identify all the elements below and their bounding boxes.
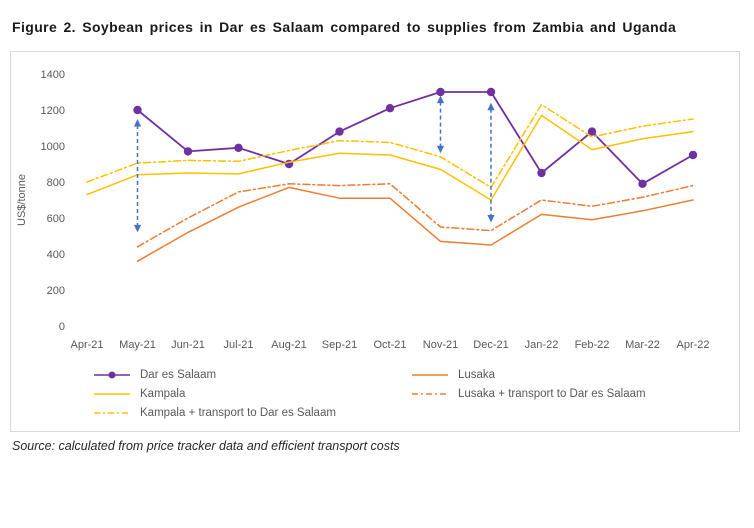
- x-tick-label: Feb-22: [575, 339, 610, 351]
- chart-legend: Dar es Salaam Lusaka Kampala Lusaka + tr…: [11, 365, 739, 429]
- x-tick-label: Apr-21: [70, 339, 103, 351]
- chart-container: US$/tonne 0 200 400 600 800 1000 1200 1400 Apr-21…: [10, 51, 740, 432]
- y-tick-label: 1000: [41, 141, 65, 153]
- legend-label: Kampala + transport to Dar es Salaam: [140, 407, 336, 419]
- legend-swatch-lusaka-transport-icon: [412, 393, 448, 395]
- series-lusaka-transport-to-dar-es-salaam: [136, 183, 694, 248]
- legend-swatch-kampala-icon: [94, 393, 130, 395]
- series-kampala-transport-to-dar-es-salaam: [86, 103, 694, 189]
- legend-label: Kampala: [140, 388, 186, 400]
- x-tick-label: Nov-21: [423, 339, 458, 351]
- y-tick-label: 1400: [41, 69, 65, 81]
- x-tick-label: Sep-21: [322, 339, 357, 351]
- legend-label: Lusaka + transport to Dar es Salaam: [458, 388, 646, 400]
- x-tick-label: Dec-21: [473, 339, 508, 351]
- x-tick-label: Apr-22: [676, 339, 709, 351]
- legend-item-dar-es-salaam: Dar es Salaam: [93, 369, 411, 381]
- plot-area: US$/tonne 0 200 400 600 800 1000 1200 1400 Apr-21…: [16, 69, 710, 351]
- legend-item-lusaka: Lusaka: [411, 369, 739, 381]
- legend-swatch-kampala-transport-icon: [94, 412, 130, 414]
- legend-label: Dar es Salaam: [140, 369, 217, 381]
- x-tick-label: Jan-22: [525, 339, 559, 351]
- series-dar-es-salaam: [133, 87, 698, 188]
- x-tick-label: Jun-21: [171, 339, 205, 351]
- annotation-arrow-nov-21: [436, 95, 445, 154]
- series-lusaka: [136, 186, 694, 262]
- y-tick-label: 0: [59, 321, 65, 333]
- figure-page: Figure 2. Soybean prices in Dar es Salaa…: [10, 19, 740, 453]
- legend-swatch-dar-es-salaam-icon: [94, 371, 130, 379]
- legend-item-kampala: Kampala: [93, 388, 411, 400]
- x-tick-label: May-21: [119, 339, 156, 351]
- legend-swatch-lusaka-icon: [412, 374, 448, 376]
- y-tick-label: 600: [47, 213, 65, 225]
- y-tick-label: 1200: [41, 105, 65, 117]
- legend-item-lusaka-plus-transport: Lusaka + transport to Dar es Salaam: [411, 388, 739, 400]
- x-tick-label: Mar-22: [625, 339, 660, 351]
- annotation-arrow-dec-21: [487, 102, 495, 223]
- x-tick-label: Aug-21: [271, 339, 306, 351]
- x-tick-label: Jul-21: [224, 339, 254, 351]
- legend-item-kampala-plus-transport: Kampala + transport to Dar es Salaam: [93, 407, 411, 419]
- x-tick-label: Oct-21: [373, 339, 406, 351]
- series-kampala: [86, 114, 694, 201]
- y-axis-label: US$/tonne: [16, 174, 28, 226]
- y-tick-label: 200: [47, 285, 65, 297]
- figure-title: Figure 2. Soybean prices in Dar es Salaa…: [12, 19, 677, 35]
- figure-source-note: Source: calculated from price tracker da…: [12, 439, 400, 453]
- annotation-arrow-may-21: [133, 119, 142, 233]
- y-tick-label: 400: [47, 249, 65, 261]
- y-tick-label: 800: [47, 177, 65, 189]
- legend-label: Lusaka: [458, 369, 496, 381]
